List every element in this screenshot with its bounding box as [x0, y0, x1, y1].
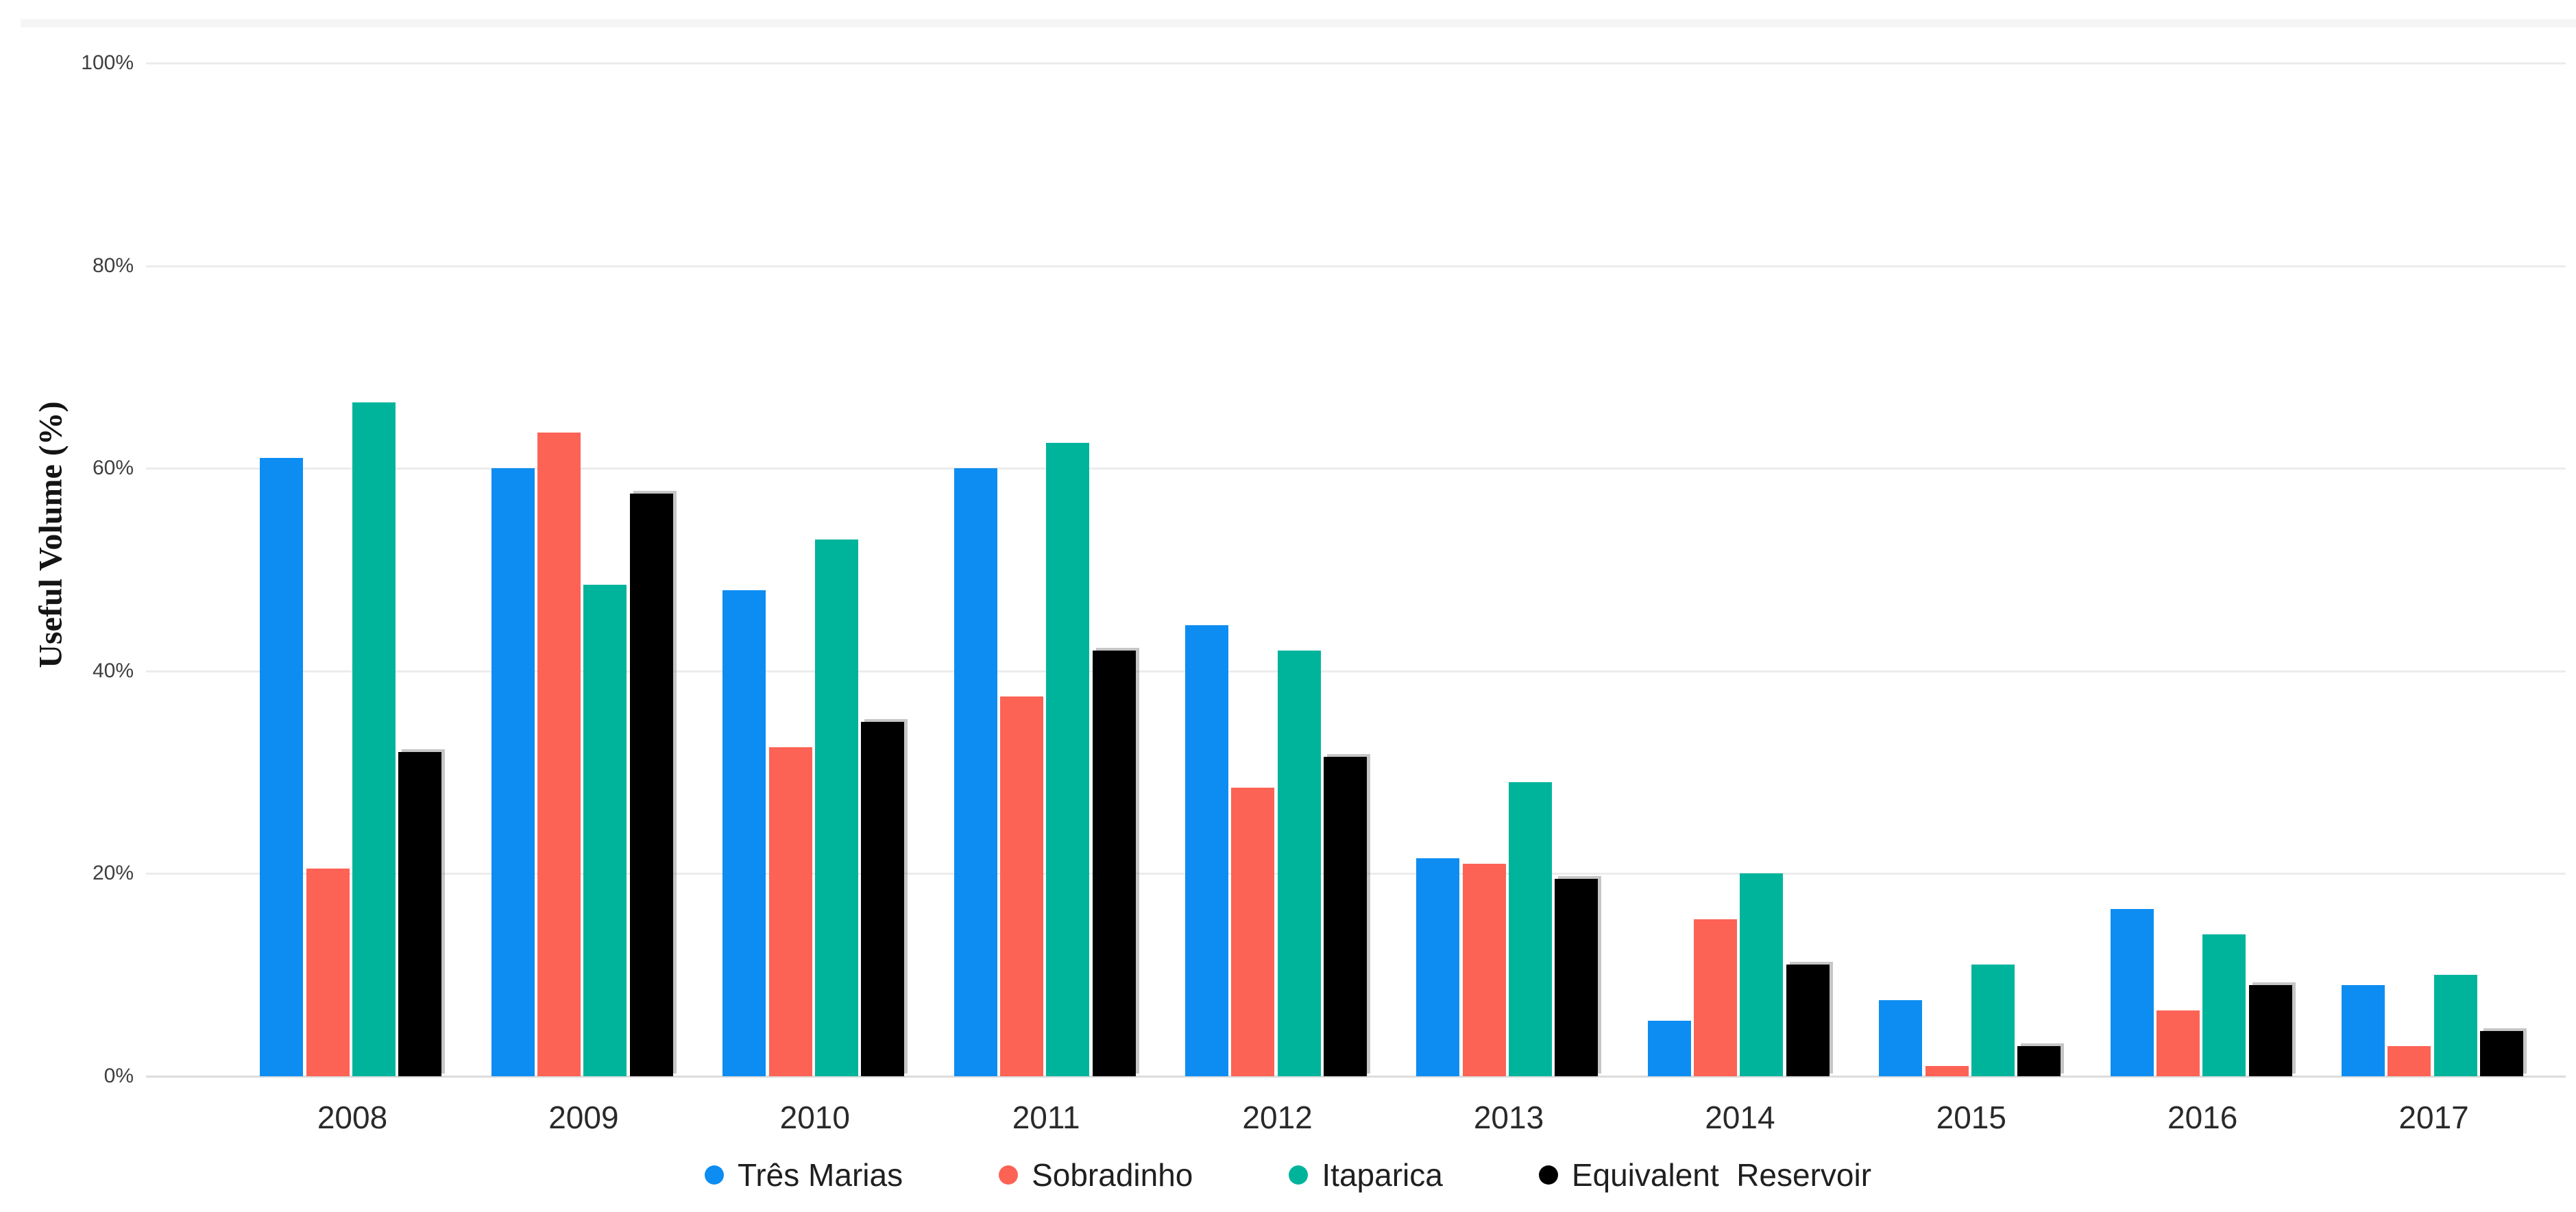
legend-marker-circle — [999, 1165, 1019, 1185]
x-tick-label-2008: 2008 — [317, 1100, 388, 1135]
bar-2015-Equivalent Reservoir — [2017, 1045, 2061, 1076]
y-tick-label-60%: 60% — [92, 457, 134, 480]
bar-2011-Equivalent Reservoir — [1092, 651, 1136, 1076]
legend-label: Equivalent Reservoir — [1571, 1157, 1872, 1193]
bar-2014-Equivalent Reservoir — [1786, 965, 1830, 1076]
bar-2009-Três Marias — [491, 468, 535, 1076]
bar-2011-Três Marias — [953, 468, 997, 1076]
legend: Três Marias Sobradinho Itaparica Equivalent… — [0, 1156, 2576, 1194]
bar-2010-Três Marias — [722, 590, 766, 1076]
legend-marker-circle — [704, 1165, 724, 1185]
bar-2012-Equivalent Reservoir — [1323, 757, 1367, 1076]
legend-marker-circle — [1289, 1165, 1309, 1185]
bar-2016-Sobradinho — [2156, 1010, 2200, 1076]
bar-2008-Itaparica — [352, 402, 396, 1076]
bar-2015-Sobradinho — [1925, 1066, 1969, 1076]
legend-marker-circle — [1538, 1165, 1558, 1185]
x-tick-label-2014: 2014 — [1705, 1100, 1775, 1135]
bar-2011-Itaparica — [1046, 443, 1090, 1076]
bar-2014-Sobradinho — [1694, 919, 1738, 1076]
bar-2015-Três Marias — [1879, 1000, 1923, 1076]
y-tick-label-0%: 0% — [104, 1065, 134, 1087]
bar-2009-Itaparica — [583, 585, 627, 1076]
legend-item-Itaparica: Itaparica — [1289, 1156, 1443, 1194]
gridline-40% — [146, 670, 2566, 672]
bar-2016-Itaparica — [2202, 934, 2246, 1076]
bar-2009-Equivalent Reservoir — [629, 494, 673, 1076]
bar-2012-Três Marias — [1185, 625, 1228, 1076]
x-tick-label-2012: 2012 — [1242, 1100, 1313, 1135]
gridline-100% — [146, 62, 2566, 64]
bar-2008-Três Marias — [260, 458, 304, 1076]
bar-2013-Equivalent Reservoir — [1555, 878, 1599, 1076]
x-tick-label-2009: 2009 — [548, 1100, 619, 1135]
bar-2008-Sobradinho — [306, 869, 350, 1076]
legend-item-Três Marias: Três Marias — [704, 1156, 903, 1194]
bar-2016-Equivalent Reservoir — [2248, 984, 2292, 1076]
bar-2017-Três Marias — [2342, 984, 2385, 1076]
bar-2014-Itaparica — [1740, 873, 1784, 1076]
plot-area — [146, 62, 2566, 1078]
bar-2010-Equivalent Reservoir — [861, 721, 905, 1076]
bar-2017-Sobradinho — [2387, 1045, 2431, 1076]
y-tick-label-20%: 20% — [92, 862, 134, 885]
x-tick-label-2016: 2016 — [2167, 1100, 2238, 1135]
x-tick-label-2010: 2010 — [779, 1100, 850, 1135]
legend-label: Três Marias — [737, 1157, 903, 1193]
bar-2015-Itaparica — [1971, 965, 2015, 1076]
legend-label: Sobradinho — [1032, 1157, 1193, 1193]
bar-2013-Três Marias — [1416, 858, 1460, 1076]
bar-2017-Itaparica — [2433, 975, 2477, 1076]
bar-2012-Itaparica — [1277, 651, 1321, 1076]
x-tick-label-2013: 2013 — [1473, 1100, 1544, 1135]
bar-2009-Sobradinho — [537, 433, 581, 1076]
x-tick-label-2017: 2017 — [2398, 1100, 2469, 1135]
gridline-60% — [146, 468, 2566, 470]
legend-label: Itaparica — [1322, 1157, 1443, 1193]
bar-2017-Equivalent Reservoir — [2479, 1030, 2523, 1076]
bar-2012-Sobradinho — [1231, 787, 1275, 1076]
y-tick-label-100%: 100% — [81, 51, 134, 74]
gridline-80% — [146, 265, 2566, 267]
x-tick-label-2011: 2011 — [1012, 1100, 1080, 1135]
bar-2010-Sobradinho — [768, 747, 812, 1076]
y-tick-label-40%: 40% — [92, 659, 134, 682]
bar-2014-Três Marias — [1647, 1020, 1691, 1076]
legend-item-Equivalent Reservoir: Equivalent Reservoir — [1538, 1156, 1872, 1194]
top-divider — [21, 19, 2576, 27]
bar-2011-Sobradinho — [999, 696, 1043, 1076]
bar-2013-Itaparica — [1509, 782, 1552, 1076]
y-axis-title: Useful Volume (%) — [32, 401, 69, 668]
y-tick-label-80%: 80% — [92, 254, 134, 277]
bar-2008-Equivalent Reservoir — [398, 752, 442, 1076]
x-tick-label-2015: 2015 — [1936, 1100, 2006, 1135]
bar-2010-Itaparica — [814, 539, 858, 1076]
bar-2013-Sobradinho — [1462, 863, 1506, 1076]
bar-2016-Três Marias — [2110, 909, 2154, 1076]
legend-item-Sobradinho: Sobradinho — [999, 1156, 1193, 1194]
gridline-0% — [146, 1076, 2566, 1078]
